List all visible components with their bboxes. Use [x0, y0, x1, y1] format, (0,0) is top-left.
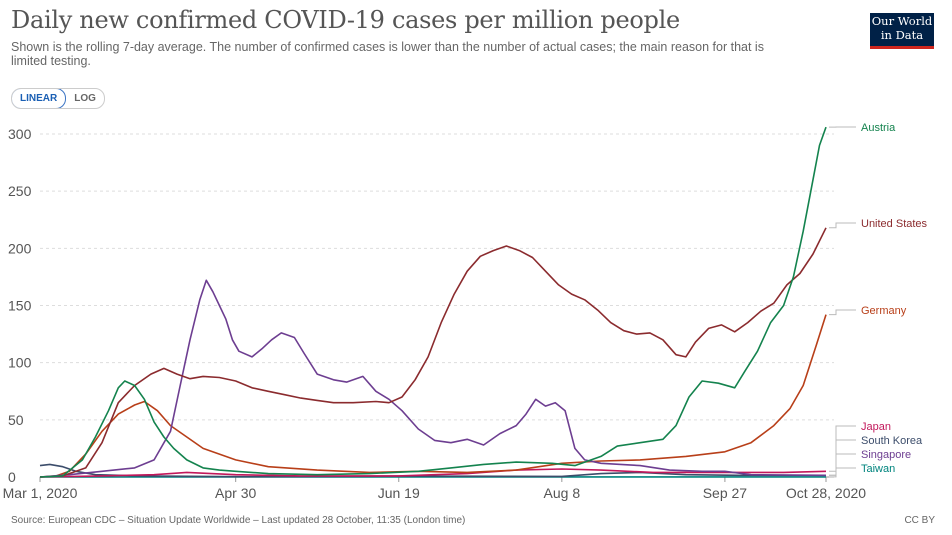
series-label-austria: Austria	[861, 122, 896, 134]
series-line-austria	[39, 126, 827, 478]
series-lines	[39, 126, 827, 478]
series-label-united-states: United States	[861, 218, 928, 230]
y-tick-label: 150	[8, 298, 32, 314]
label-connector	[829, 309, 856, 316]
y-axis: 0 50 100 150 200 250 300	[8, 126, 32, 485]
x-axis: Mar 1, 2020 Apr 30 Jun 19 Aug 8 Sep 27 Oct 28…	[3, 477, 866, 501]
label-connector	[829, 453, 856, 476]
label-connector	[829, 222, 856, 229]
x-tick-label: Mar 1, 2020	[3, 485, 78, 501]
y-tick-label: 200	[8, 240, 32, 256]
x-tick-label: Sep 27	[703, 485, 748, 501]
series-line-germany	[39, 314, 827, 478]
y-tick-label: 50	[8, 412, 24, 428]
x-tick-label: Oct 28, 2020	[786, 485, 866, 501]
label-connector	[829, 439, 856, 476]
series-label-singapore: Singapore	[861, 449, 911, 461]
license-link[interactable]: CC BY	[904, 515, 935, 526]
linear-scale-button[interactable]: LINEAR	[11, 89, 67, 108]
series-line-singapore	[39, 279, 827, 478]
y-tick-label: 0	[8, 469, 16, 485]
logo-line-2: in Data	[880, 28, 924, 42]
series-line-japan	[39, 468, 827, 478]
series-label-japan: Japan	[861, 421, 891, 433]
log-scale-button[interactable]: LOG	[74, 93, 96, 104]
y-tick-label: 100	[8, 355, 32, 371]
series-label-germany: Germany	[861, 305, 907, 317]
scale-toggle[interactable]: LINEAR LOG	[11, 88, 105, 109]
series-line-united-states	[39, 227, 827, 478]
x-tick-label: Aug 8	[544, 485, 581, 501]
label-connector	[829, 425, 856, 472]
chart-subtitle: Shown is the rolling 7-day average. The …	[11, 40, 764, 68]
x-tick-label: Jun 19	[378, 485, 420, 501]
chart-title: Daily new confirmed COVID-19 cases per m…	[11, 6, 680, 34]
source-note: Source: European CDC – Situation Update …	[11, 515, 466, 526]
series-label-south-korea: South Korea	[861, 435, 923, 447]
chart-grid	[40, 133, 834, 478]
y-tick-label: 300	[8, 126, 32, 142]
owid-logo[interactable]: Our World in Data	[870, 13, 934, 49]
logo-line-1: Our World	[871, 14, 933, 28]
series-label-taiwan: Taiwan	[861, 463, 895, 475]
y-tick-label: 250	[8, 183, 32, 199]
x-tick-label: Apr 30	[215, 485, 256, 501]
series-labels: Austria United States Germany Japan South Ko…	[829, 122, 928, 478]
line-chart: 0 50 100 150 200 250 300 Mar 1, 2020 Apr 30 Jun …	[3, 122, 928, 501]
label-connector	[829, 467, 856, 478]
